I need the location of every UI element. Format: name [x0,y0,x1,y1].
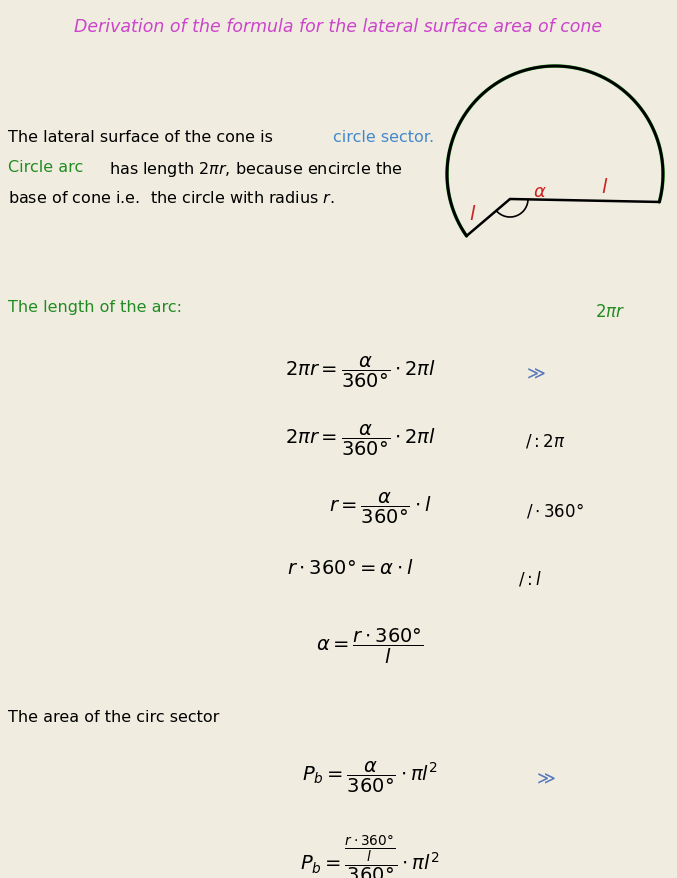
Text: $P_b = \dfrac{\alpha}{360°} \cdot \pi l^2$: $P_b = \dfrac{\alpha}{360°} \cdot \pi l^… [302,759,438,795]
Text: $2\pi r = \dfrac{\alpha}{360°} \cdot 2\pi l$: $2\pi r = \dfrac{\alpha}{360°} \cdot 2\p… [284,422,435,457]
Text: base of cone i.e.  the circle with radius $r$.: base of cone i.e. the circle with radius… [8,190,335,205]
Text: The lateral surface of the cone is: The lateral surface of the cone is [8,130,278,145]
Text: Derivation of the formula for the lateral surface area of cone: Derivation of the formula for the latera… [74,18,603,36]
Text: $\alpha = \dfrac{r \cdot 360°}{l}$: $\alpha = \dfrac{r \cdot 360°}{l}$ [316,626,424,666]
Text: $2\pi r = \dfrac{\alpha}{360°} \cdot 2\pi l$: $2\pi r = \dfrac{\alpha}{360°} \cdot 2\p… [284,355,435,390]
Text: $l$: $l$ [601,177,609,197]
Text: $/ : l$: $/ : l$ [518,568,542,587]
Text: The area of the circ sector: The area of the circ sector [8,709,219,724]
Text: $/ \cdot 360°$: $/ \cdot 360°$ [526,500,584,520]
Text: $\alpha$: $\alpha$ [533,183,547,201]
Text: $\gg$: $\gg$ [533,769,556,787]
Text: $r \cdot 360° = \alpha \cdot l$: $r \cdot 360° = \alpha \cdot l$ [286,558,414,578]
Text: has length $2\pi r$, because encircle the: has length $2\pi r$, because encircle th… [104,160,403,179]
Text: The length of the arc:: The length of the arc: [8,299,182,314]
Text: $P_b = \dfrac{\frac{r \cdot 360°}{l}}{360°} \cdot \pi l^2$: $P_b = \dfrac{\frac{r \cdot 360°}{l}}{36… [300,832,440,878]
Text: $/ : 2\pi$: $/ : 2\pi$ [525,433,565,450]
Text: $2\pi r$: $2\pi r$ [595,303,625,320]
Text: circle sector.: circle sector. [333,130,434,145]
Text: Circle arc: Circle arc [8,160,83,175]
Text: $r = \dfrac{\alpha}{360°} \cdot l$: $r = \dfrac{\alpha}{360°} \cdot l$ [329,491,431,525]
Text: $\gg$: $\gg$ [523,364,546,383]
Text: $l$: $l$ [468,205,476,224]
